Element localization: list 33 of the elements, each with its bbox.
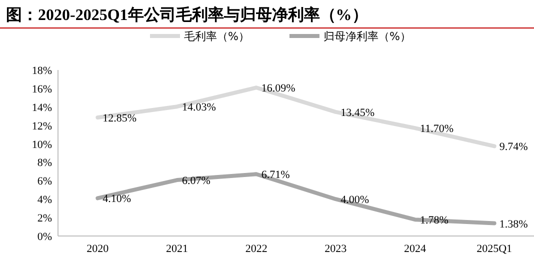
y-tick-label: 4% (37, 194, 52, 206)
x-tick-label: 2021 (166, 243, 188, 255)
y-tick-label: 18% (32, 65, 52, 77)
data-label: 12.85% (102, 112, 137, 124)
data-label: 4.00% (340, 194, 370, 206)
y-tick-label: 6% (37, 176, 52, 188)
x-tick-label: 2020 (86, 243, 110, 255)
data-label: 16.09% (261, 82, 296, 95)
data-label: 1.38% (499, 218, 528, 230)
x-tick-label: 2022 (245, 243, 268, 255)
y-tick-label: 8% (37, 157, 52, 170)
data-label: 6.07% (182, 175, 210, 188)
legend-label: 毛利率（%） (184, 30, 250, 43)
x-tick-label: 2023 (324, 243, 348, 255)
x-tick-label: 2025Q1 (476, 243, 512, 255)
data-label: 6.71% (261, 169, 290, 182)
data-label: 11.70% (420, 123, 454, 136)
chart-title: 图：2020-2025Q1年公司毛利率与归母净利率（%） (6, 5, 368, 24)
y-tick-label: 2% (37, 212, 52, 225)
y-tick-label: 12% (32, 120, 52, 132)
line-series (96, 172, 496, 226)
legend-label: 归母净利率（%） (323, 30, 411, 43)
x-tick-label: 2024 (404, 243, 426, 255)
data-label: 1.78% (420, 214, 448, 227)
data-label: 4.10% (102, 193, 132, 206)
line-series (96, 86, 496, 148)
data-label: 14.03% (182, 102, 216, 114)
y-tick-label: 16% (32, 83, 52, 96)
data-label: 13.45% (340, 106, 375, 119)
data-label: 9.74% (499, 141, 528, 154)
y-tick-label: 10% (32, 138, 52, 151)
y-tick-label: 14% (32, 102, 52, 114)
y-tick-label: 0% (37, 231, 52, 243)
